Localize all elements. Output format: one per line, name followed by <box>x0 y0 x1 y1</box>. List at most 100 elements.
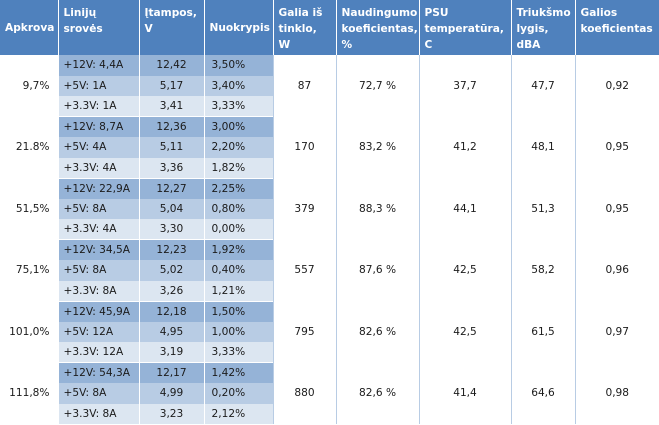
deviation-cell: 2,20% <box>203 137 273 158</box>
deviation-cell: 3,40% <box>203 75 273 96</box>
table-row: 101,0% +12V: 45,9A 12,18 1,50% 795 82,6 … <box>0 301 659 363</box>
rail-current-cell: +5V: 12A <box>57 321 139 342</box>
voltage-cell: 5,11 <box>138 137 204 158</box>
table-row: +5V: 8A 5,02 0,40% <box>0 260 659 281</box>
voltage-cell: 3,30 <box>138 219 204 240</box>
rail-current-cell: +12V: 8,7A <box>57 116 139 137</box>
power-factor-cell: 0,97 <box>574 301 659 363</box>
deviation-cell: 0,40% <box>203 260 273 281</box>
header-efficiency: Naudingumo koeficientas, % <box>335 0 419 55</box>
efficiency-cell: 88,3 % <box>335 178 419 240</box>
rail-current-cell: +5V: 8A <box>57 383 139 404</box>
voltage-cell: 12,17 <box>138 362 204 383</box>
voltage-cell: 5,17 <box>138 75 204 96</box>
header-psu-temperature: PSU temperatūra, C <box>418 0 511 55</box>
voltage-cell: 12,18 <box>138 301 204 322</box>
header-noise-level: Triukšmo lygis, dBA <box>510 0 575 55</box>
voltage-cell: 12,36 <box>138 116 204 137</box>
rail-current-cell: +5V: 8A <box>57 198 139 219</box>
header-rail-currents: Linijų srovės <box>57 0 139 55</box>
voltage-cell: 3,26 <box>138 280 204 302</box>
rail-current-cell: +3.3V: 8A <box>57 280 139 302</box>
temperature-cell: 41,2 <box>418 116 511 178</box>
table-row: +5V: 1A 5,17 3,40% <box>0 75 659 96</box>
power-factor-cell: 0,92 <box>574 55 659 117</box>
noise-cell: 64,6 <box>510 362 575 424</box>
table-row: 111,8% +12V: 54,3A 12,17 1,42% 880 82,6 … <box>0 362 659 424</box>
load-cell: 75,1% <box>0 239 58 301</box>
deviation-cell: 0,20% <box>203 383 273 404</box>
efficiency-cell: 83,2 % <box>335 116 419 178</box>
deviation-cell: 1,92% <box>203 239 273 260</box>
rail-current-cell: +3.3V: 4A <box>57 157 139 179</box>
deviation-cell: 1,21% <box>203 280 273 302</box>
table-row: +3.3V: 4A 3,36 1,82% <box>0 157 659 179</box>
rail-current-cell: +12V: 22,9A <box>57 178 139 199</box>
rail-current-cell: +3.3V: 1A <box>57 96 139 117</box>
voltage-cell: 4,99 <box>138 383 204 404</box>
deviation-cell: 0,00% <box>203 219 273 240</box>
header-deviation: Nuokrypis <box>203 0 273 55</box>
voltage-cell: 3,23 <box>138 403 204 424</box>
noise-cell: 51,3 <box>510 178 575 240</box>
rail-current-cell: +3.3V: 4A <box>57 219 139 240</box>
voltage-cell: 12,23 <box>138 239 204 260</box>
wall-power-cell: 880 <box>272 362 336 424</box>
voltage-cell: 4,95 <box>138 321 204 342</box>
temperature-cell: 41,4 <box>418 362 511 424</box>
deviation-cell: 0,80% <box>203 198 273 219</box>
voltage-cell: 3,41 <box>138 96 204 117</box>
rail-current-cell: +3.3V: 8A <box>57 403 139 424</box>
table-row: +3.3V: 4A 3,30 0,00% <box>0 219 659 240</box>
deviation-cell: 2,12% <box>203 403 273 424</box>
table-row: 75,1% +12V: 34,5A 12,23 1,92% 557 87,6 %… <box>0 239 659 301</box>
temperature-cell: 44,1 <box>418 178 511 240</box>
wall-power-cell: 795 <box>272 301 336 363</box>
power-factor-cell: 0,95 <box>574 116 659 178</box>
voltage-cell: 3,19 <box>138 342 204 363</box>
table-row: +3.3V: 8A 3,23 2,12% <box>0 403 659 424</box>
header-wall-power: Galia iš tinklo, W <box>272 0 336 55</box>
temperature-cell: 37,7 <box>418 55 511 117</box>
rail-current-cell: +5V: 1A <box>57 75 139 96</box>
load-cell: 9,7% <box>0 55 58 117</box>
rail-current-cell: +5V: 4A <box>57 137 139 158</box>
rail-current-cell: +12V: 34,5A <box>57 239 139 260</box>
rail-current-cell: +5V: 8A <box>57 260 139 281</box>
voltage-cell: 3,36 <box>138 157 204 179</box>
efficiency-cell: 72,7 % <box>335 55 419 117</box>
load-cell: 21.8% <box>0 116 58 178</box>
noise-cell: 47,7 <box>510 55 575 117</box>
deviation-cell: 1,82% <box>203 157 273 179</box>
wall-power-cell: 557 <box>272 239 336 301</box>
temperature-cell: 42,5 <box>418 301 511 363</box>
power-factor-cell: 0,95 <box>574 178 659 240</box>
table-row: +5V: 8A 5,04 0,80% <box>0 198 659 219</box>
voltage-cell: 12,42 <box>138 55 204 76</box>
power-factor-cell: 0,98 <box>574 362 659 424</box>
voltage-cell: 5,04 <box>138 198 204 219</box>
wall-power-cell: 87 <box>272 55 336 117</box>
header-power-factor: Galios koeficientas <box>574 0 659 55</box>
voltage-cell: 5,02 <box>138 260 204 281</box>
table-row: +5V: 8A 4,99 0,20% <box>0 383 659 404</box>
noise-cell: 48,1 <box>510 116 575 178</box>
table-row: +5V: 4A 5,11 2,20% <box>0 137 659 158</box>
voltage-cell: 12,27 <box>138 178 204 199</box>
power-factor-cell: 0,96 <box>574 239 659 301</box>
load-cell: 101,0% <box>0 301 58 363</box>
load-cell: 111,8% <box>0 362 58 424</box>
header-voltages: Įtampos, V <box>138 0 204 55</box>
rail-current-cell: +12V: 54,3A <box>57 362 139 383</box>
table-row: 21.8% +12V: 8,7A 12,36 3,00% 170 83,2 % … <box>0 116 659 178</box>
noise-cell: 61,5 <box>510 301 575 363</box>
deviation-cell: 3,33% <box>203 96 273 117</box>
efficiency-cell: 82,6 % <box>335 362 419 424</box>
deviation-cell: 1,00% <box>203 321 273 342</box>
header-row: Apkrova Linijų srovės Įtampos, V Nuokryp… <box>0 0 659 55</box>
efficiency-cell: 87,6 % <box>335 239 419 301</box>
load-cell: 51,5% <box>0 178 58 240</box>
rail-current-cell: +3.3V: 12A <box>57 342 139 363</box>
table-row: +5V: 12A 4,95 1,00% <box>0 321 659 342</box>
deviation-cell: 2,25% <box>203 178 273 199</box>
